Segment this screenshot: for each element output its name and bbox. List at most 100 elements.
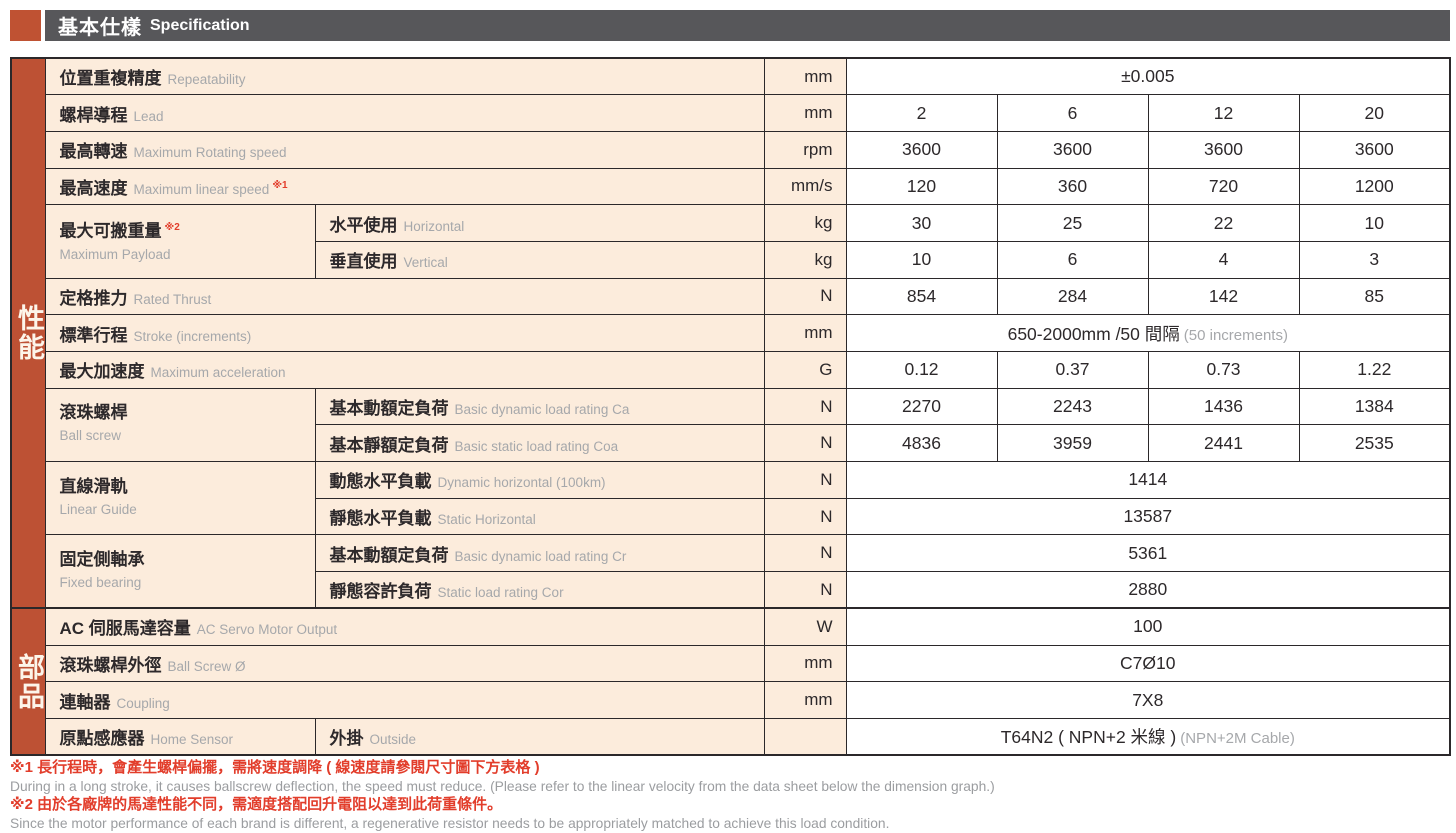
page-title-en: Specification — [150, 16, 250, 34]
value-lg-dynamic: 1414 — [845, 461, 1451, 499]
row-home-sensor: 原點感應器 Home Sensor 外掛 Outside T64N2 ( NPN+2… — [11, 717, 1451, 756]
label-coupling: 連軸器 Coupling — [44, 681, 765, 719]
value-rotating-1: 3600 — [845, 130, 998, 169]
value-linear-3: 720 — [1147, 167, 1300, 206]
unit-ball-screw-static: N — [763, 424, 847, 463]
unit-linear-guide-dynamic: N — [763, 461, 847, 499]
value-bs-dyn-4: 1384 — [1298, 387, 1451, 426]
unit-max-linear-speed: mm/s — [763, 167, 847, 206]
value-lead-1: 2 — [845, 94, 998, 132]
label-max-linear-speed: 最高速度 Maximum linear speed ※1 — [44, 167, 765, 206]
unit-home-sensor — [763, 717, 847, 756]
label-fixed-bearing: 固定側軸承 Fixed bearing — [44, 534, 316, 609]
value-coupling: 7X8 — [845, 681, 1451, 719]
row-coupling: 連軸器 Coupling mm 7X8 — [11, 681, 1451, 719]
specification-table: 性能 位置重複精度 Repeatability mm ±0.005 螺桿導程 Lea… — [10, 57, 1452, 757]
value-bs-sta-3: 2441 — [1147, 424, 1300, 463]
label-repeatability: 位置重複精度 Repeatability — [44, 57, 765, 96]
unit-fixed-bearing-dynamic: N — [763, 534, 847, 573]
unit-repeatability: mm — [763, 57, 847, 96]
value-fb-static: 2880 — [845, 571, 1451, 609]
unit-ball-screw-od: mm — [763, 644, 847, 683]
row-payload-vertical: 垂直使用 Vertical kg 10 6 4 3 — [11, 240, 1451, 279]
value-stroke: 650-2000mm /50 間隔 (50 increments) — [845, 314, 1451, 352]
row-servo-output: 部品 AC 伺服馬達容量 AC Servo Motor Output W 100 — [10, 607, 1451, 756]
value-thrust-3: 142 — [1147, 277, 1300, 316]
label-ball-screw-od: 滾珠螺桿外徑 Ball Screw Ø — [44, 644, 765, 683]
value-bs-dyn-1: 2270 — [845, 387, 998, 426]
footnotes: ※1 長行程時，會產生螺桿偏擺，需將速度調降 ( 線速度請參閱尺寸圖下方表格 )… — [10, 759, 1450, 833]
label-linear-guide-dynamic: 動態水平負載 Dynamic horizontal (100km) — [314, 461, 765, 499]
section-header: 基本仕樣 Specification — [10, 10, 1450, 41]
unit-stroke: mm — [763, 314, 847, 352]
value-rotating-3: 3600 — [1147, 130, 1300, 169]
footnote-1-zh: ※1 長行程時，會產生螺桿偏擺，需將速度調降 ( 線速度請參閱尺寸圖下方表格 ) — [10, 759, 540, 776]
page-title-zh: 基本仕樣 — [58, 17, 142, 39]
value-accel-3: 0.73 — [1147, 351, 1300, 389]
value-payload-h-3: 22 — [1147, 204, 1300, 242]
value-lg-static: 13587 — [845, 497, 1451, 536]
label-max-payload: 最大可搬重量 ※2 Maximum Payload — [44, 204, 316, 279]
value-accel-2: 0.37 — [996, 351, 1149, 389]
label-ball-screw: 滾珠螺桿 Ball screw — [44, 387, 316, 463]
label-home-sensor: 原點感應器 Home Sensor — [44, 717, 316, 756]
header-accent-square — [10, 10, 41, 41]
note-ref-1: ※1 — [272, 179, 288, 191]
label-ball-screw-static: 基本靜額定負荷 Basic static load rating Coa — [314, 424, 765, 463]
unit-linear-guide-static: N — [763, 497, 847, 536]
row-fixed-bearing-static: 靜態容許負荷 Static load rating Cor N 2880 — [11, 571, 1451, 609]
label-fixed-bearing-static: 靜態容許負荷 Static load rating Cor — [314, 571, 765, 609]
value-servo-output: 100 — [845, 607, 1451, 646]
unit-payload-horizontal: kg — [763, 204, 847, 242]
row-fixed-bearing-dynamic: 固定側軸承 Fixed bearing 基本動額定負荷 Basic dynamic… — [11, 534, 1451, 609]
value-accel-4: 1.22 — [1298, 351, 1451, 389]
unit-ball-screw-dynamic: N — [763, 387, 847, 426]
row-linear-guide-static: 靜態水平負載 Static Horizontal N 13587 — [11, 497, 1451, 536]
value-bs-sta-2: 3959 — [996, 424, 1149, 463]
value-ball-screw-od: C7Ø10 — [845, 644, 1451, 683]
label-stroke: 標準行程 Stroke (increments) — [44, 314, 765, 352]
value-linear-1: 120 — [845, 167, 998, 206]
value-lead-4: 20 — [1298, 94, 1451, 132]
row-ball-screw-dynamic: 滾珠螺桿 Ball screw 基本動額定負荷 Basic dynamic loa… — [11, 387, 1451, 463]
row-stroke: 標準行程 Stroke (increments) mm 650-2000mm /5… — [11, 314, 1451, 352]
value-thrust-1: 854 — [845, 277, 998, 316]
unit-rated-thrust: N — [763, 277, 847, 316]
row-rated-thrust: 定格推力 Rated Thrust N 854 284 142 85 — [11, 277, 1451, 316]
note-ref-2: ※2 — [164, 222, 180, 234]
value-home-sensor: T64N2 ( NPN+2 米線 ) (NPN+2M Cable) — [845, 717, 1451, 756]
section-band-performance: 性能 — [10, 57, 46, 609]
label-servo-output: AC 伺服馬達容量 AC Servo Motor Output — [44, 607, 765, 646]
value-payload-v-1: 10 — [845, 240, 998, 279]
unit-max-rotating-speed: rpm — [763, 130, 847, 169]
header-bar: 基本仕樣 Specification — [45, 10, 1450, 41]
row-max-linear-speed: 最高速度 Maximum linear speed ※1 mm/s 120 360 … — [11, 167, 1451, 206]
value-linear-4: 1200 — [1298, 167, 1451, 206]
section-label-parts: 部品 — [14, 652, 44, 711]
value-thrust-4: 85 — [1298, 277, 1451, 316]
footnote-1-en: During in a long stroke, it causes balls… — [10, 778, 995, 794]
row-ball-screw-od: 滾珠螺桿外徑 Ball Screw Ø mm C7Ø10 — [11, 644, 1451, 683]
value-bs-sta-4: 2535 — [1298, 424, 1451, 463]
label-ball-screw-dynamic: 基本動額定負荷 Basic dynamic load rating Ca — [314, 387, 765, 426]
row-repeatability: 性能 位置重複精度 Repeatability mm ±0.005 — [10, 57, 1451, 609]
label-linear-guide-static: 靜態水平負載 Static Horizontal — [314, 497, 765, 536]
unit-fixed-bearing-static: N — [763, 571, 847, 609]
value-bs-dyn-3: 1436 — [1147, 387, 1300, 426]
label-max-acceleration: 最大加速度 Maximum acceleration — [44, 351, 765, 389]
value-lead-3: 12 — [1147, 94, 1300, 132]
value-bs-dyn-2: 2243 — [996, 387, 1149, 426]
row-max-rotating-speed: 最高轉速 Maximum Rotating speed rpm 3600 3600… — [11, 130, 1451, 169]
row-linear-guide-dynamic: 直線滑軌 Linear Guide 動態水平負載 Dynamic horizont… — [11, 461, 1451, 536]
value-payload-h-1: 30 — [845, 204, 998, 242]
section-band-parts: 部品 — [10, 607, 46, 756]
value-repeatability: ±0.005 — [845, 57, 1451, 96]
label-payload-horizontal: 水平使用 Horizontal — [314, 204, 765, 242]
row-lead: 螺桿導程 Lead mm 2 6 12 20 — [11, 94, 1451, 132]
value-lead-2: 6 — [996, 94, 1149, 132]
label-payload-vertical: 垂直使用 Vertical — [314, 240, 765, 279]
label-fixed-bearing-dynamic: 基本動額定負荷 Basic dynamic load rating Cr — [314, 534, 765, 573]
value-payload-v-4: 3 — [1298, 240, 1451, 279]
unit-max-acceleration: G — [763, 351, 847, 389]
label-home-sensor-mount: 外掛 Outside — [314, 717, 765, 756]
